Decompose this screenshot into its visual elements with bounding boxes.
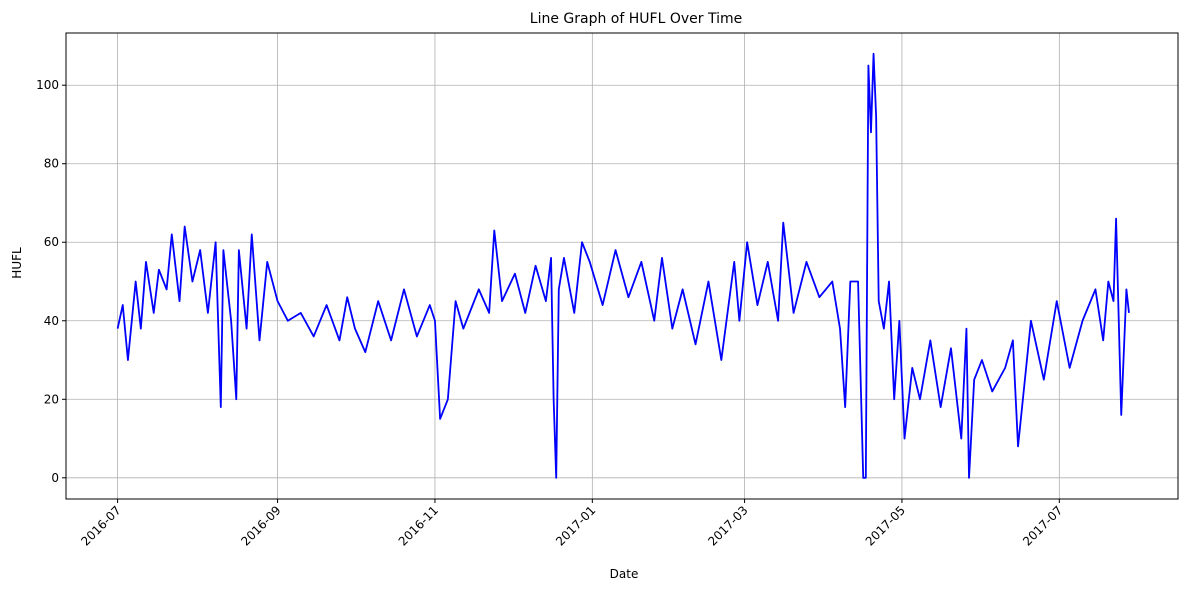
y-tick-label: 80 xyxy=(44,157,59,171)
plot-area xyxy=(116,52,1130,479)
y-tick-label: 60 xyxy=(44,235,59,249)
y-tick-label: 40 xyxy=(44,314,59,328)
axes-frame xyxy=(65,32,1179,500)
y-tick-label: 20 xyxy=(44,392,59,406)
chart-title: Line Graph of HUFL Over Time xyxy=(530,11,742,27)
y-axis-title: HUFL xyxy=(10,247,24,279)
x-axis-title: Date xyxy=(610,567,639,581)
series-line xyxy=(116,52,1130,479)
y-tick-label: 0 xyxy=(51,471,59,485)
y-tick-label: 100 xyxy=(36,78,59,92)
